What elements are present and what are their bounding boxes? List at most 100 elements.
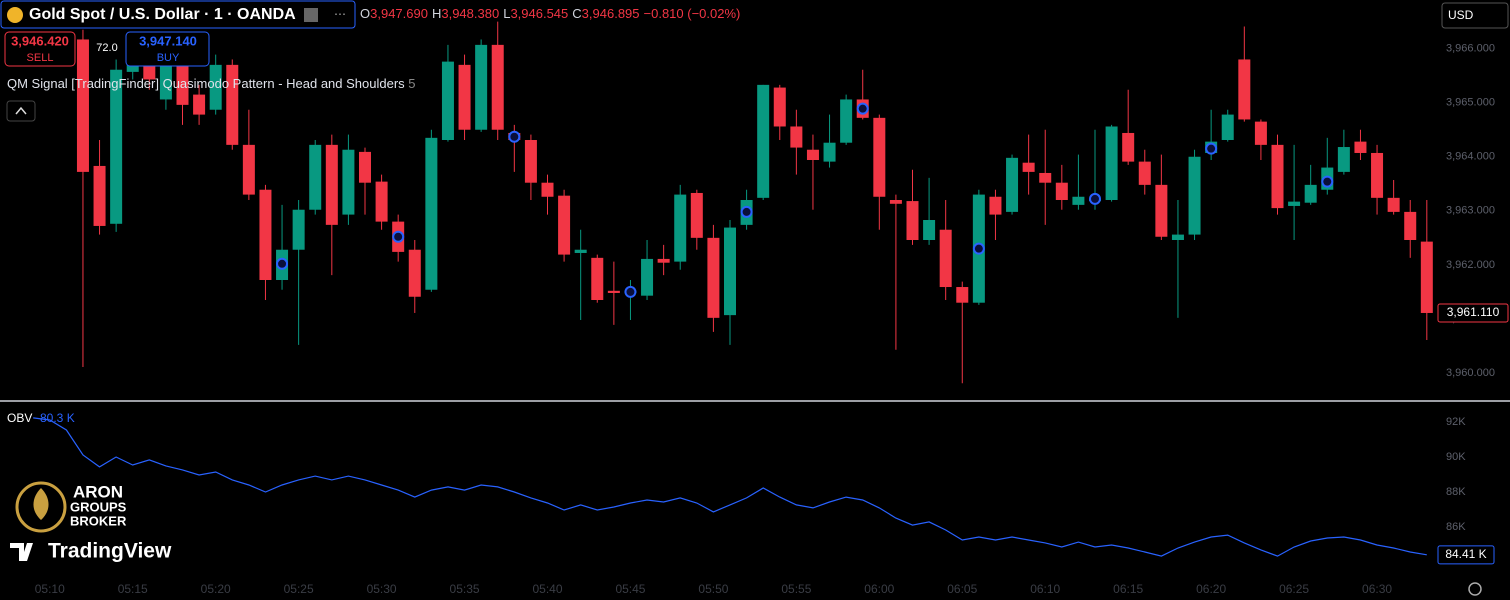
candle-body [325, 144, 338, 225]
more-icon[interactable]: ⋯ [334, 7, 346, 21]
candle-body [359, 151, 371, 183]
x-tick-label: 05:40 [532, 582, 562, 596]
candle-body [1337, 147, 1350, 172]
candle-body [1138, 161, 1151, 185]
candle-body [1387, 197, 1400, 212]
x-tick-label: 05:25 [284, 582, 314, 596]
candle-body [674, 194, 687, 262]
candle-body [591, 257, 604, 300]
sell-label: SELL [27, 52, 54, 64]
last-value-box [1437, 545, 1495, 565]
candle-body [724, 227, 736, 316]
candle-body [342, 149, 355, 215]
candle-body [292, 209, 305, 250]
candle-body [309, 144, 322, 210]
toggle-icon[interactable] [304, 8, 318, 22]
candle-body [375, 181, 388, 222]
platform-name: TradingView [48, 540, 172, 563]
candle-body [541, 182, 554, 197]
candle-body [574, 249, 587, 253]
signal-marker [1321, 175, 1334, 188]
last-price-label: 3,961.110 [1447, 305, 1500, 319]
candle-body [1055, 182, 1068, 200]
signal-marker [508, 130, 521, 143]
x-tick-label: 05:45 [615, 582, 645, 596]
y-tick-label: 3,962.000 [1446, 259, 1495, 271]
y-tick-label: 92K [1446, 416, 1466, 428]
currency: USD [1448, 8, 1474, 22]
y-tick-label: 88K [1446, 486, 1466, 498]
candle-body [1271, 144, 1284, 209]
candle-body [110, 69, 123, 224]
x-tick-label: 06:25 [1279, 582, 1309, 596]
currency-button[interactable] [1441, 2, 1509, 29]
indicator: QM Signal [TradingFinder] Quasimodo Patt… [7, 76, 416, 91]
candle-body [1006, 157, 1019, 212]
settings-icon[interactable] [1468, 582, 1482, 596]
y-tick-label: 3,966.000 [1446, 43, 1495, 55]
signal-marker [276, 257, 289, 270]
sell-button[interactable] [4, 31, 76, 67]
candle-body [873, 117, 886, 197]
x-tick-label: 05:35 [450, 582, 480, 596]
candle-body [93, 165, 106, 226]
x-tick-label: 06:05 [947, 582, 977, 596]
broker-logo-leaf [33, 488, 49, 520]
candle-body [76, 39, 89, 172]
candle-body [823, 142, 836, 162]
broker-name: ARON [73, 482, 123, 501]
candle-body [226, 64, 239, 145]
collapse-button[interactable] [6, 100, 36, 122]
x-tick-label: 05:20 [201, 582, 231, 596]
candle-body [1371, 152, 1384, 198]
candle-body [989, 196, 1002, 215]
candle-body [242, 144, 255, 195]
signal-marker [856, 102, 869, 115]
x-tick-label: 05:30 [367, 582, 397, 596]
sell-price: 3,946.420 [11, 33, 69, 48]
obv-legend-value: 80.3 K [40, 411, 75, 425]
candle-body [889, 200, 902, 204]
x-tick-label: 05:55 [781, 582, 811, 596]
x-tick-label: 06:10 [1030, 582, 1060, 596]
candle-body [1039, 172, 1052, 183]
candle-body [707, 237, 720, 318]
candle-body [1022, 162, 1035, 172]
ohlc-value: 3,946.895 [582, 6, 640, 21]
candle-body [1171, 234, 1184, 240]
obv-legend-name: OBV [7, 411, 32, 425]
ohlc-key: O [360, 6, 370, 21]
buy-label: BUY [157, 52, 180, 64]
signal-marker [972, 242, 985, 255]
y-tick-label: 90K [1446, 451, 1466, 463]
signal-marker [1205, 142, 1218, 155]
candle-body [806, 149, 819, 160]
candle-body [425, 137, 438, 290]
signal-marker [1089, 192, 1101, 205]
ohlc-change: −0.810 (−0.02%) [644, 6, 741, 21]
candle-body [209, 64, 222, 110]
candle-body [939, 229, 952, 288]
candle-body [790, 126, 803, 148]
candle-body [1238, 59, 1251, 120]
candle-body [1155, 184, 1168, 237]
candle-body [1221, 114, 1234, 140]
candle-body [690, 192, 703, 238]
candle-body [641, 258, 654, 296]
candle-body [1188, 156, 1201, 235]
ohlc-value: 3,947.690 [370, 6, 428, 21]
candle-body [408, 249, 421, 297]
y-tick-label: 86K [1446, 521, 1466, 533]
x-tick-label: 06:20 [1196, 582, 1226, 596]
candle-body [757, 84, 770, 198]
candle-body [558, 195, 571, 255]
candle-body [773, 87, 786, 127]
ohlc-value: 3,948.380 [441, 6, 499, 21]
ohlc: O3,947.690 H3,948.380 L3,946.545 C3,946.895… [360, 6, 740, 21]
candle-body [956, 287, 969, 303]
symbol-box[interactable] [0, 0, 356, 29]
broker-logo [15, 481, 67, 533]
plots: 3,960.0003,961.0003,962.0003,963.0003,96… [33, 21, 1509, 596]
buy-button[interactable] [125, 31, 210, 67]
spread: 72.0 [96, 42, 117, 54]
